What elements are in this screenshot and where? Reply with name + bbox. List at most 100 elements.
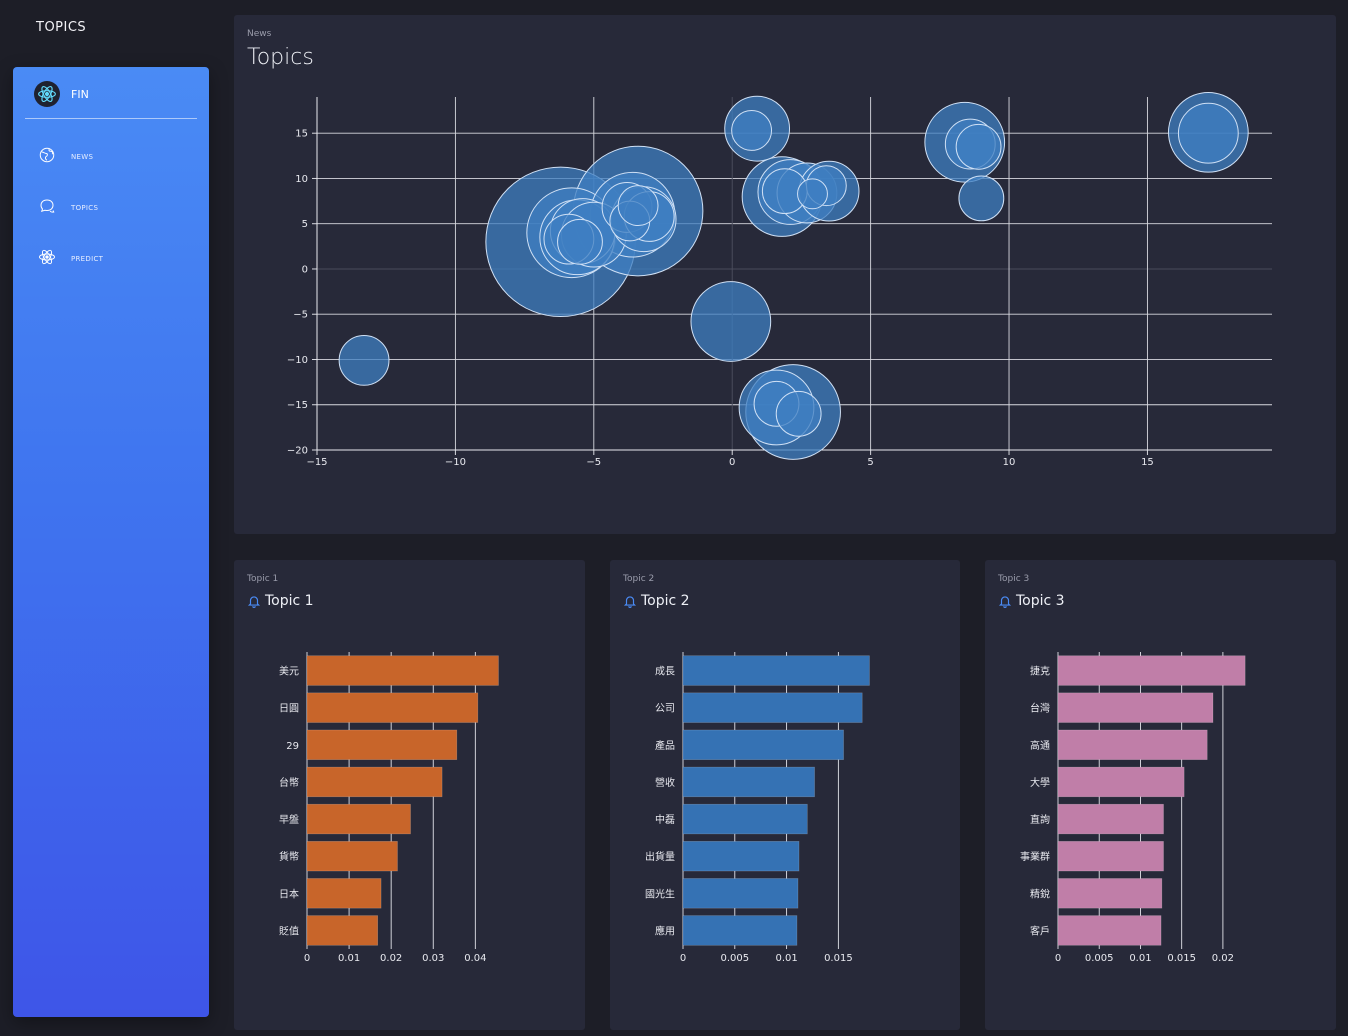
sidebar-item-news[interactable]: NEWS [38,147,93,167]
category-label: 貶值 [279,924,299,937]
x-tick-label: 0 [680,953,686,964]
category-label: 直詢 [1030,813,1050,826]
panel-subtitle: News [247,29,272,39]
sidebar-item-label: TOPICS [71,204,99,212]
page-title: Topics [247,45,314,70]
scatter-panel: News Topics 15 10 5 0 −5 −10 −15 −20 −15 −10 −5 0 5 1… [234,15,1336,534]
scatter-point [797,178,828,210]
y-tick-label: −20 [287,446,308,457]
bell-icon [247,596,261,608]
card-title-text: Topic 1 [265,593,314,609]
brand[interactable]: FIN [25,79,197,119]
bar [682,803,808,835]
y-tick-label: −5 [293,310,308,321]
card-title: Topic 3 [998,593,1065,609]
sidebar-item-predict[interactable]: PREDICT [38,249,103,269]
scatter-point [690,281,772,362]
scatter-point [775,390,822,437]
x-tick-label: −10 [445,457,466,468]
bar [1057,915,1162,946]
bar [306,803,411,835]
y-tick-label: −15 [287,400,308,411]
card-title: Topic 2 [623,593,690,609]
card-title-text: Topic 2 [641,593,690,609]
x-tick-label: 15 [1141,457,1154,468]
sidebar-item-topics[interactable]: TOPICS [38,198,98,218]
bell-icon [998,596,1012,608]
x-tick-label: 0.02 [1212,953,1234,964]
x-tick-label: 0.01 [338,953,360,964]
category-label: 國光生 [645,887,675,900]
category-label: 應用 [655,924,675,937]
scatter-point [958,175,1005,222]
bell-icon [623,596,637,608]
category-label: 產品 [655,739,675,752]
scatter-point [338,334,390,386]
category-label: 事業群 [1020,850,1050,863]
category-label: 日圓 [279,703,299,715]
bar [1057,803,1164,835]
topic-card-2: Topic 2 Topic 2 0 0.005 0.01 0.015 成長 公司 產品 營收中… [610,560,960,1030]
bar [306,729,458,760]
category-label: 貨幣 [279,850,299,863]
x-tick-label: 0.01 [775,953,797,964]
card-subtitle: Topic 3 [998,574,1030,584]
bar [1057,692,1214,723]
bar [306,655,499,686]
atom-icon [38,248,56,270]
x-tick-label: −5 [586,457,601,468]
category-label: 成長 [655,666,675,678]
category-label: 出貨量 [645,850,675,863]
x-tick-label: 0.015 [1167,953,1196,964]
y-tick-label: 10 [295,174,308,185]
card-subtitle: Topic 2 [623,574,655,584]
x-tick-label: 0.01 [1129,953,1151,964]
bar [682,692,863,723]
bar [682,766,815,798]
topic-card-1: Topic 1 Topic 1 0 0.01 0.02 0.03 0.04 美元 日圓 29 台… [234,560,585,1030]
bar [1057,729,1208,760]
y-tick-label: 5 [302,219,308,230]
category-label: 營收 [655,776,675,789]
brand-label: FIN [71,88,89,101]
x-tick-label: 0 [729,457,735,468]
x-tick-label: 0 [304,953,310,964]
x-tick-label: 0.005 [1085,953,1114,964]
bar [682,655,870,686]
sidebar-item-label: PREDICT [71,255,104,263]
react-atom-icon [34,81,60,107]
category-label: 台幣 [279,776,299,789]
scatter-point [731,110,773,151]
y-tick-label: −10 [287,355,308,366]
category-label: 客戶 [1030,924,1050,937]
x-tick-label: −15 [306,457,327,468]
bar [306,878,382,909]
category-label: 台灣 [1030,702,1050,715]
category-label: 精銳 [1030,887,1050,900]
bar [682,841,800,872]
x-tick-label: 0.04 [464,953,486,964]
category-label: 公司 [655,704,675,715]
bar [306,766,443,798]
bar [1057,655,1246,686]
bar [682,729,844,760]
bar [306,692,479,723]
bar [306,841,398,872]
card-subtitle: Topic 1 [247,574,279,584]
scatter-point [557,218,603,265]
category-label: 高通 [1030,739,1050,752]
x-tick-label: 0 [1055,953,1061,964]
category-label: 日本 [279,887,299,900]
x-tick-label: 10 [1003,457,1016,468]
globe-icon [38,146,56,168]
scatter-point [617,185,659,227]
x-tick-label: 5 [867,457,873,468]
category-label: 捷克 [1030,665,1050,678]
bar [1057,766,1185,798]
card-title-text: Topic 3 [1016,593,1065,609]
sidebar: FIN NEWS TOPICS [13,67,209,1017]
category-label: 29 [286,741,299,752]
